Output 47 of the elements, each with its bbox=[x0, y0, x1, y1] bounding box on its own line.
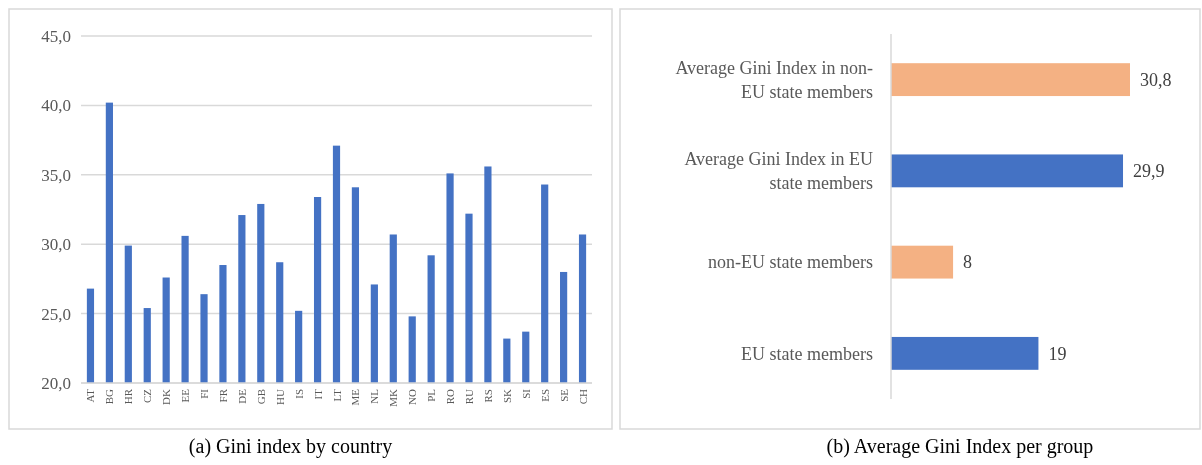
y-tick-label: Average Gini Index in non-EU state members bbox=[675, 57, 873, 102]
x-tick-label: NO bbox=[406, 388, 419, 405]
y-tick-label: 20,0 bbox=[41, 373, 71, 393]
data-label: 29,9 bbox=[1133, 161, 1165, 182]
x-tick-label: ES bbox=[538, 389, 551, 402]
y-tick-label: Average Gini Index in EU state members bbox=[684, 149, 873, 194]
y-tick-label: 35,0 bbox=[41, 165, 71, 185]
x-tick-label: SK bbox=[500, 388, 513, 404]
bar bbox=[891, 336, 1039, 370]
data-label: 8 bbox=[963, 252, 973, 273]
x-tick-label: SI bbox=[519, 388, 532, 399]
y-tick-label: 45,0 bbox=[41, 26, 71, 46]
x-tick-label: ME bbox=[349, 388, 362, 406]
text: (b) Average Gini Index per group bbox=[826, 435, 1094, 458]
x-tick-label: RS bbox=[481, 389, 494, 403]
x-tick-label: CZ bbox=[141, 388, 154, 404]
x-tick-label: DE bbox=[235, 388, 248, 404]
x-tick-label: HR bbox=[122, 388, 135, 405]
x-tick-label: PL bbox=[425, 388, 438, 402]
x-tick-label: EE bbox=[179, 388, 192, 403]
x-tick-label: IS bbox=[292, 389, 305, 399]
bar bbox=[891, 245, 954, 279]
data-label: 19 bbox=[1048, 343, 1067, 364]
x-tick-label: FI bbox=[198, 388, 211, 399]
y-tick-label: 40,0 bbox=[41, 96, 71, 116]
x-tick-label: CH bbox=[576, 388, 589, 405]
x-tick-label: IT bbox=[311, 388, 324, 400]
x-tick-label: MK bbox=[387, 388, 400, 407]
data-label: 30,8 bbox=[1140, 69, 1172, 90]
y-tick-label: 30,0 bbox=[41, 235, 71, 255]
x-tick-label: SE bbox=[557, 388, 570, 402]
x-tick-label: DK bbox=[160, 388, 173, 405]
x-tick-label: RO bbox=[444, 388, 457, 405]
x-tick-label: NL bbox=[368, 388, 381, 404]
y-tick-label: EU state members bbox=[741, 343, 873, 364]
x-tick-label: FR bbox=[216, 388, 229, 403]
bar bbox=[891, 63, 1130, 97]
x-tick-label: LT bbox=[330, 388, 343, 402]
y-tick-label: 25,0 bbox=[41, 304, 71, 324]
text: (a) Gini index by country bbox=[188, 435, 393, 458]
x-tick-label: RU bbox=[462, 388, 475, 405]
x-tick-label: AT bbox=[84, 388, 97, 403]
bar bbox=[891, 154, 1124, 188]
x-tick-label: GB bbox=[254, 389, 267, 405]
x-tick-label: BG bbox=[103, 388, 116, 405]
x-tick-label: HU bbox=[273, 388, 286, 405]
y-tick-label: non-EU state members bbox=[708, 252, 873, 273]
